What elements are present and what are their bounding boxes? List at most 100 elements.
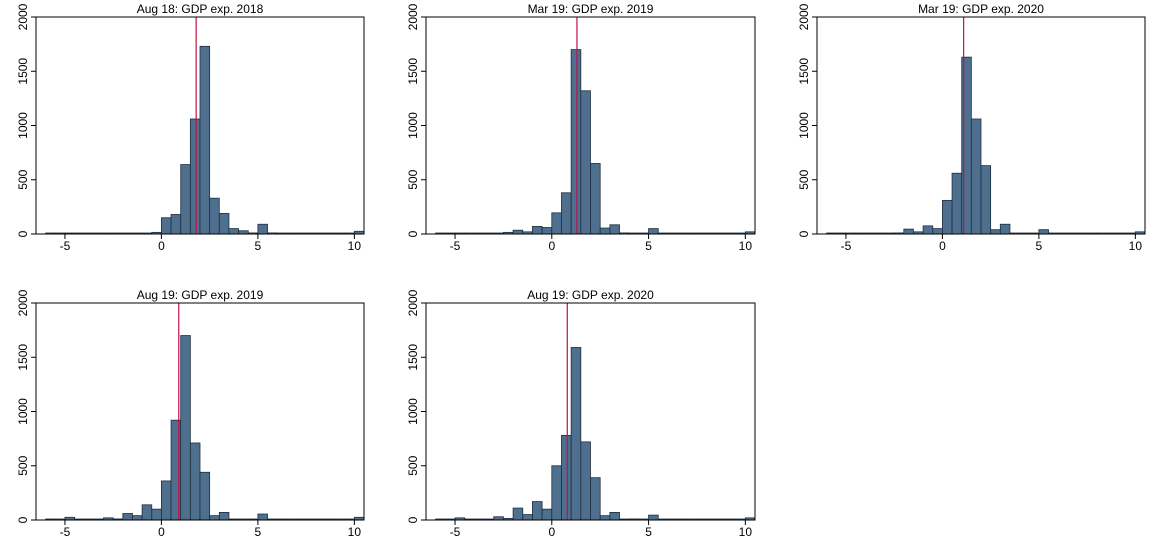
histogram-bar [561, 434, 572, 521]
x-tick-label: 0 [158, 239, 165, 253]
histogram-bar [990, 229, 1001, 235]
histogram-bar [648, 514, 659, 521]
histogram-bar [512, 229, 524, 235]
histogram-bar [570, 49, 582, 235]
histogram-bar [257, 513, 268, 521]
x-tick-label: 10 [739, 239, 753, 253]
x-tick-label: 5 [645, 525, 652, 539]
y-tick-label: 0 [16, 516, 30, 523]
histogram-bar [580, 441, 591, 521]
histogram-bar [541, 227, 553, 235]
panel-title: Mar 19: GDP exp. 2019 [528, 2, 654, 16]
y-tick-label: 500 [406, 169, 420, 189]
y-tick-label: 2000 [16, 289, 30, 316]
histogram-bar [590, 477, 601, 521]
histogram-bar [161, 480, 172, 521]
x-tick-label: 0 [548, 239, 555, 253]
x-tick-label: -5 [60, 239, 71, 253]
histogram-bar [551, 465, 562, 521]
histogram-bar [1038, 229, 1049, 235]
y-tick-label: 500 [16, 455, 30, 475]
panel-title: Aug 19: GDP exp. 2019 [137, 288, 264, 302]
y-tick-label: 1500 [16, 58, 30, 85]
x-tick-label: 5 [645, 239, 652, 253]
histogram-bar [218, 512, 230, 521]
histogram-bar [541, 508, 553, 521]
y-tick-label: 1500 [406, 344, 420, 371]
x-tick-label: 10 [348, 239, 362, 253]
histogram-bar [942, 199, 953, 235]
histogram-bar [209, 515, 220, 521]
histogram-bar [161, 217, 172, 235]
y-tick-label: 2000 [406, 289, 420, 316]
histogram-bar [199, 45, 211, 235]
x-tick-label: 10 [739, 525, 753, 539]
histogram-bar [599, 227, 611, 235]
y-tick-label: 1000 [797, 112, 811, 139]
histogram-bar [209, 197, 220, 235]
y-tick-label: 0 [797, 230, 811, 237]
histogram-bar [580, 90, 591, 235]
histogram-panel: Aug 19: GDP exp. 2019 -5 0 5 10 0 500 1000 1500 2… [16, 288, 365, 539]
y-tick-label: 0 [16, 230, 30, 237]
histogram-bar [609, 512, 620, 521]
panel-title: Aug 18: GDP exp. 2018 [137, 2, 264, 16]
x-tick-label: 0 [939, 239, 946, 253]
histogram-bar [561, 192, 572, 235]
histogram-bar [189, 118, 201, 235]
histogram-bar [522, 514, 533, 521]
y-tick-label: 500 [16, 169, 30, 189]
histogram-bar [151, 508, 162, 521]
histogram-bar [590, 163, 601, 235]
histogram-bar [180, 335, 191, 521]
y-tick-label: 1000 [16, 112, 30, 139]
panel-title: Aug 19: GDP exp. 2020 [527, 288, 654, 302]
histogram-bar [599, 515, 611, 521]
y-tick-label: 500 [406, 455, 420, 475]
y-tick-label: 2000 [406, 3, 420, 30]
histogram-bar [512, 507, 524, 521]
histogram-bar [532, 226, 543, 235]
x-tick-label: -5 [841, 239, 852, 253]
x-tick-label: -5 [60, 525, 71, 539]
y-tick-label: 0 [406, 516, 420, 523]
x-tick-label: 5 [255, 525, 262, 539]
histogram-panel: Aug 18: GDP exp. 2018 -5 0 5 10 0 500 1000 1500 2… [16, 2, 365, 253]
x-tick-label: 5 [1036, 239, 1043, 253]
y-tick-label: 2000 [16, 3, 30, 30]
panel-title: Mar 19: GDP exp. 2020 [918, 2, 1044, 16]
x-tick-label: 10 [348, 525, 362, 539]
histogram-bar [551, 212, 562, 235]
y-tick-label: 0 [406, 230, 420, 237]
x-tick-label: 10 [1129, 239, 1143, 253]
y-tick-label: 500 [797, 169, 811, 189]
histogram-bar [170, 214, 182, 235]
histogram-bar [228, 228, 239, 235]
histogram-bar [932, 228, 943, 235]
histogram-bar [570, 347, 582, 521]
histogram-bar [122, 513, 133, 521]
y-tick-label: 1000 [406, 398, 420, 425]
y-tick-label: 1500 [16, 344, 30, 371]
histogram-bar [532, 501, 543, 521]
y-tick-label: 1000 [16, 398, 30, 425]
x-tick-label: 5 [255, 239, 262, 253]
histogram-panel: Mar 19: GDP exp. 2020 -5 0 5 10 0 500 1000 1500 2… [797, 2, 1146, 253]
histogram-bar [199, 471, 211, 521]
histogram-bar [980, 165, 992, 235]
histogram-bar [648, 228, 659, 235]
x-tick-label: 0 [548, 525, 555, 539]
histogram-bar [141, 504, 153, 521]
histogram-bar [903, 228, 914, 235]
histogram-bar [218, 212, 230, 235]
histogram-panel: Mar 19: GDP exp. 2019 -5 0 5 10 0 500 1000 1500 2… [406, 2, 756, 253]
histogram-bar [189, 442, 201, 521]
histogram-bar [951, 172, 963, 235]
histogram-bar [609, 224, 620, 235]
histogram-bar [922, 225, 934, 235]
y-tick-label: 1500 [797, 58, 811, 85]
histogram-bar [180, 164, 191, 235]
histogram-panel: Aug 19: GDP exp. 2020 -5 0 5 10 0 500 1000 1500 2… [406, 288, 756, 539]
